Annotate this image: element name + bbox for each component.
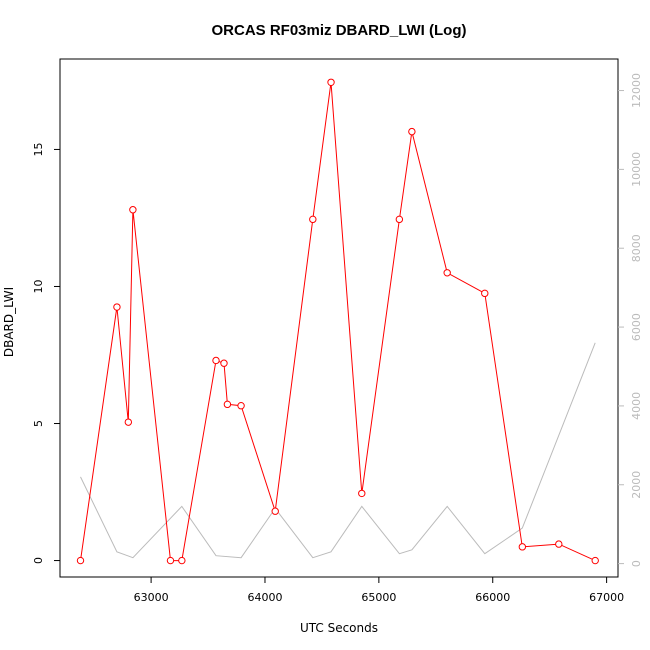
y-axis-left: 0 5 10 15 (32, 142, 60, 564)
x-tick-label: 64000 (247, 591, 282, 604)
data-point (327, 78, 335, 86)
data-point (518, 543, 527, 551)
chart-title: ORCAS RF03miz DBARD_LWI (Log) (212, 22, 467, 39)
data-point (395, 215, 404, 224)
x-axis: 63000 64000 65000 66000 67000 (134, 577, 624, 604)
y-tick-label: 5 (32, 420, 45, 427)
data-point (212, 356, 220, 365)
y2-tick-label: 8000 (630, 234, 643, 262)
series-line-right-axis (80, 342, 596, 559)
x-tick-label: 67000 (589, 591, 624, 604)
x-axis-label: UTC Seconds (300, 621, 378, 635)
data-point (358, 489, 366, 498)
data-point (443, 269, 451, 277)
y2-tick-label: 6000 (630, 313, 643, 341)
x-tick-label: 63000 (134, 591, 169, 604)
data-point (129, 206, 137, 214)
y-tick-label: 15 (32, 142, 45, 156)
y2-tick-label: 12000 (630, 73, 643, 108)
data-point (408, 127, 416, 136)
data-point (166, 556, 175, 565)
data-point (220, 359, 228, 367)
data-point (124, 418, 133, 426)
data-point (113, 303, 121, 311)
data-point (481, 289, 489, 298)
y2-tick-label: 10000 (630, 152, 643, 187)
data-point (178, 556, 186, 565)
x-tick-label: 66000 (475, 591, 510, 604)
y2-tick-label: 2000 (630, 471, 643, 499)
data-point (223, 400, 232, 409)
y-tick-label: 0 (32, 557, 45, 564)
data-point (76, 556, 85, 565)
data-point (237, 402, 245, 410)
y2-tick-label: 4000 (630, 392, 643, 420)
y2-tick-label: 0 (630, 560, 643, 567)
y-axis-label: DBARD_LWI (2, 287, 16, 357)
data-point (309, 215, 317, 224)
y-axis-right: 0 2000 4000 6000 8000 10000 12000 (618, 73, 643, 567)
y-tick-label: 10 (32, 279, 45, 293)
x-tick-label: 65000 (361, 591, 396, 604)
data-point (591, 556, 599, 565)
data-point (271, 507, 279, 515)
series-layer (76, 78, 599, 565)
plot-frame (59, 58, 619, 578)
data-point (555, 540, 563, 548)
